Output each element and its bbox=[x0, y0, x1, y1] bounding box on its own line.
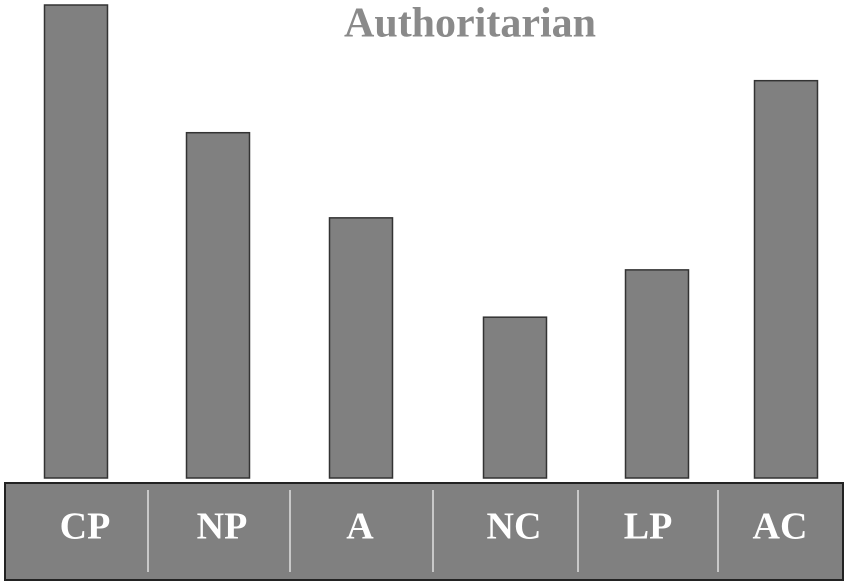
category-strip bbox=[4, 482, 844, 581]
bar bbox=[753, 79, 819, 479]
x-tick-label: NC bbox=[487, 506, 542, 548]
bar bbox=[328, 217, 394, 479]
bar bbox=[43, 4, 109, 479]
bar bbox=[482, 316, 548, 479]
x-tick-label: LP bbox=[624, 506, 673, 548]
bar bbox=[624, 269, 690, 479]
separators bbox=[147, 490, 719, 572]
x-tick-label: AC bbox=[753, 506, 808, 548]
bar bbox=[185, 131, 251, 479]
chart-title: Authoritarian bbox=[344, 1, 596, 47]
x-tick-label: A bbox=[346, 506, 374, 548]
x-tick-label: CP bbox=[60, 506, 111, 548]
x-tick-label: NP bbox=[197, 506, 248, 548]
